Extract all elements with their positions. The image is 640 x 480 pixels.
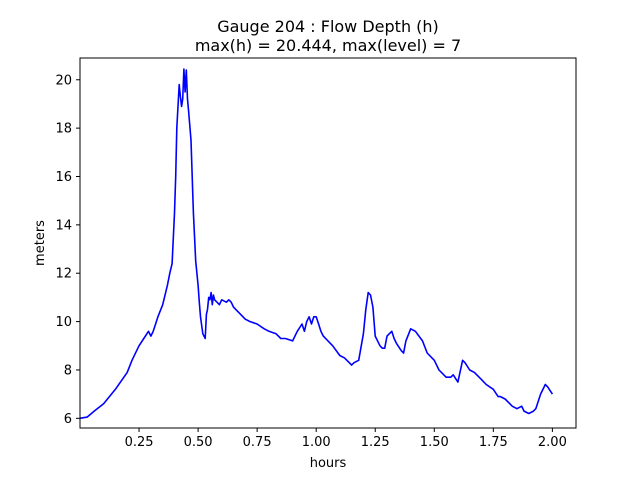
y-tick-label: 20 <box>55 73 72 88</box>
x-tick-label: 0.25 <box>125 435 154 450</box>
y-tick-label: 14 <box>55 218 72 233</box>
series-layer <box>79 68 554 420</box>
y-tick-label: 6 <box>64 412 72 427</box>
x-axis-ticks: 0.25 0.50 0.75 1.00 1.25 1.50 1.75 2.00 <box>125 428 567 450</box>
y-tick-label: 10 <box>55 315 72 330</box>
y-tick-label: 12 <box>55 267 72 282</box>
x-tick-label: 1.00 <box>302 435 331 450</box>
x-tick-label: 1.75 <box>479 435 508 450</box>
y-axis-label: meters <box>33 220 48 266</box>
x-tick-label: 2.00 <box>538 435 567 450</box>
chart-title-line1: Gauge 204 : Flow Depth (h) <box>217 17 439 36</box>
x-tick-label: 1.50 <box>420 435 449 450</box>
x-tick-label: 0.75 <box>243 435 272 450</box>
plot-frame <box>79 57 577 429</box>
chart-title-line2: max(h) = 20.444, max(level) = 7 <box>195 36 461 55</box>
y-tick-label: 8 <box>64 363 72 378</box>
y-axis-ticks: 6 8 10 12 14 16 18 20 <box>55 73 80 427</box>
x-tick-label: 0.50 <box>184 435 213 450</box>
x-axis-label: hours <box>310 456 347 471</box>
y-tick-label: 18 <box>55 122 72 137</box>
flow-depth-line <box>79 68 554 420</box>
y-tick-label: 16 <box>55 170 72 185</box>
x-tick-label: 1.25 <box>361 435 390 450</box>
